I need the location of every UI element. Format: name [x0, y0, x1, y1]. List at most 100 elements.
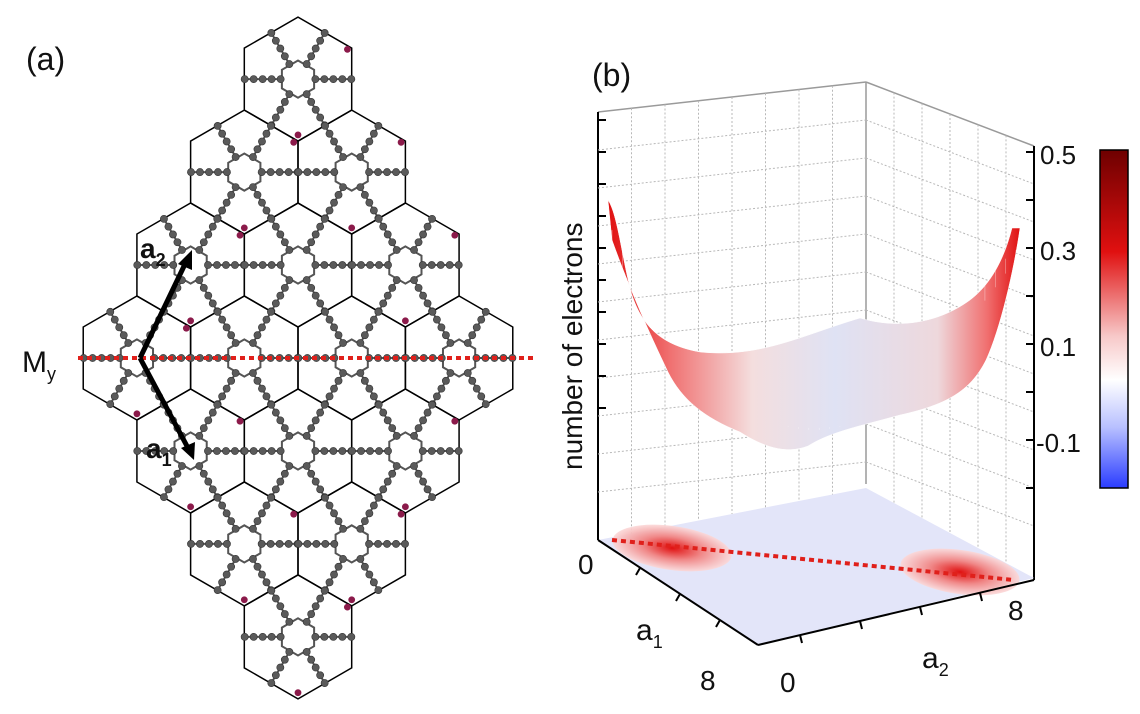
carbon-atom [222, 137, 231, 146]
carbon-atom [276, 416, 285, 425]
carbon-atom [302, 462, 311, 470]
carbon-atom [169, 230, 177, 239]
carbon-atom [468, 376, 477, 385]
carbon-atom [267, 214, 276, 223]
carbon-atom [320, 586, 329, 595]
carbon-atom [227, 331, 236, 340]
carbon-atom [213, 261, 221, 269]
carbon-atom [369, 578, 378, 587]
carbon-atom [347, 632, 356, 641]
carbon-atom [428, 400, 436, 409]
carbon-atom [249, 555, 257, 563]
carbon-atom [316, 408, 325, 417]
carbon-atom [356, 524, 365, 533]
colorbar: 0.5 0.3 0.1 -0.1 [1036, 140, 1129, 489]
carbon-atom [285, 60, 294, 68]
carbon-atom [419, 230, 427, 239]
carbon-atom [110, 315, 119, 324]
carbon-atom [222, 447, 230, 455]
inner-ring [227, 338, 262, 378]
carbon-atom [214, 540, 222, 548]
carbon-atom [311, 230, 320, 239]
inner-ring [173, 245, 208, 285]
carbon-atom [285, 276, 294, 284]
carbon-atom [383, 540, 391, 548]
carbon-atom [276, 44, 285, 53]
carbon-atom [311, 75, 320, 84]
carbon-atom [311, 447, 320, 455]
carbon-atom [280, 283, 289, 292]
carbon-atom [334, 517, 343, 526]
carbon-atom [481, 400, 490, 409]
carbon-atom [338, 632, 347, 641]
carbon-atom [446, 369, 455, 377]
carbon-atom [199, 469, 208, 478]
carbon-atom [330, 198, 338, 207]
carbon-atom [388, 469, 397, 478]
carbon-atom [356, 183, 365, 192]
carbon-atom [392, 168, 400, 176]
carbon-atom [388, 283, 397, 292]
charge-surface [607, 199, 1021, 450]
z-axis-ticks [598, 119, 606, 409]
carbon-atom [423, 222, 432, 231]
carbon-atom [330, 323, 338, 332]
carbon-atom [253, 190, 262, 199]
carbon-atom [222, 323, 231, 332]
carbon-atom [249, 339, 257, 347]
carbon-atom [311, 632, 320, 641]
carbon-atom [321, 121, 329, 130]
edge-atom [401, 317, 409, 325]
carbon-atom [418, 261, 427, 269]
carbon-atom [213, 400, 222, 409]
carbon-atom [276, 105, 285, 114]
inner-ring [173, 431, 208, 471]
carbon-atom [410, 462, 418, 470]
carbon-atom [316, 594, 325, 603]
carbon-atom [410, 432, 418, 440]
edge-atom [397, 510, 405, 518]
carbon-atom [275, 168, 284, 176]
carbon-atom [284, 540, 293, 548]
carbon-atom [160, 214, 168, 223]
carbon-atom [311, 663, 320, 672]
carbon-atom [302, 648, 311, 656]
edge-atom [451, 417, 459, 425]
carbon-atom [472, 323, 481, 332]
carbon-atom [348, 261, 356, 269]
edge-atom [294, 131, 302, 139]
carbon-atom [356, 339, 365, 347]
carbon-atom [258, 261, 267, 269]
inner-ring [280, 431, 316, 471]
carbon-atom [365, 323, 374, 332]
carbon-atom [360, 517, 369, 526]
carbon-atom [379, 485, 388, 494]
carbon-atom [311, 602, 320, 611]
bottom-axes [597, 539, 1035, 646]
carbon-atom [195, 462, 204, 470]
carbon-atom [330, 509, 338, 518]
carbon-atom [249, 183, 257, 192]
carbon-atom [178, 246, 186, 254]
carbon-atom [414, 283, 423, 292]
carbon-atom [392, 246, 401, 254]
carbon-atom [369, 315, 378, 324]
a1-tick-0: 0 [578, 549, 594, 580]
carbon-atom [249, 261, 258, 269]
carbon-atom [119, 331, 128, 340]
carbon-atom [231, 183, 240, 192]
carbon-atom [119, 376, 128, 385]
carbon-atom [262, 392, 271, 401]
carbon-atom [365, 137, 374, 146]
carbon-atom [360, 331, 369, 340]
carbon-atom [379, 408, 388, 417]
carbon-atom [334, 376, 343, 385]
carbon-atom [151, 447, 160, 455]
carbon-atom [257, 540, 266, 548]
inner-ring [388, 431, 423, 471]
carbon-atom [267, 447, 276, 455]
carbon-atom [312, 540, 321, 548]
carbon-atom [468, 331, 477, 340]
inner-ring [334, 338, 369, 378]
